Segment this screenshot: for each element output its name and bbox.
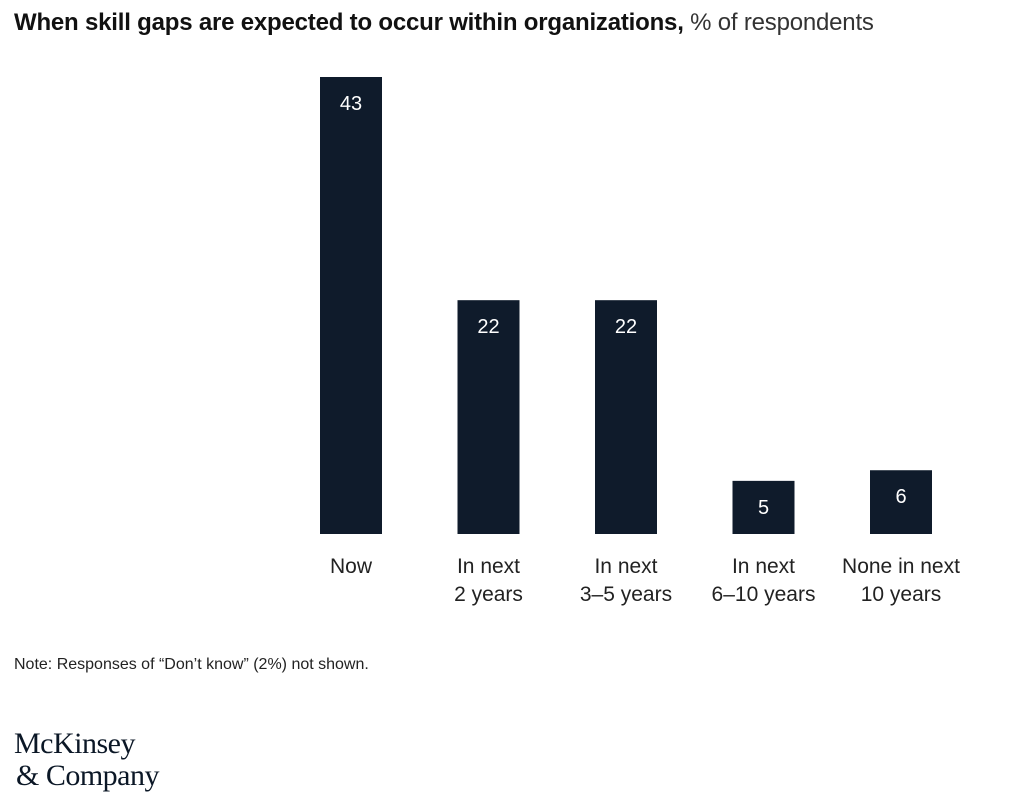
- bar-3: [732, 480, 795, 534]
- category-label-2-line-0: In next: [594, 555, 657, 578]
- category-label-4-line-1: 10 years: [861, 583, 942, 606]
- logo-line-1: McKinsey: [14, 727, 135, 760]
- category-label-3-line-0: In next: [732, 555, 795, 578]
- chart-title-main: When skill gaps are expected to occur wi…: [14, 9, 684, 36]
- chart-note: Note: Responses of “Don’t know” (2%) not…: [14, 656, 369, 673]
- mckinsey-logo: McKinsey & Company: [14, 727, 160, 792]
- category-label-1-line-1: 2 years: [454, 583, 523, 606]
- category-label-0-line-0: Now: [330, 555, 373, 578]
- bar-4: [870, 470, 932, 534]
- chart-title: When skill gaps are expected to occur wi…: [14, 8, 874, 38]
- bar-value-label-1: 22: [477, 316, 499, 338]
- bar-2: [595, 300, 657, 534]
- chart-title-unit: % of respondents: [690, 9, 874, 36]
- bar-chart: 43 Now 22 In next 2 years 22 In next 3–5 years 5…: [320, 77, 960, 606]
- category-label-4-line-0: None in next: [842, 555, 960, 578]
- bar-value-label-4: 6: [895, 486, 906, 508]
- category-label-1-line-0: In next: [457, 555, 520, 578]
- bar-value-label-0: 43: [340, 93, 362, 115]
- category-label-3-line-1: 6–10 years: [712, 583, 816, 606]
- logo-line-2: & Company: [16, 759, 160, 792]
- bar-value-label-3: 5: [758, 497, 769, 519]
- category-label-2-line-1: 3–5 years: [580, 583, 672, 606]
- bar-1: [457, 300, 520, 534]
- bar-0: [320, 77, 382, 534]
- bar-value-label-2: 22: [615, 316, 637, 338]
